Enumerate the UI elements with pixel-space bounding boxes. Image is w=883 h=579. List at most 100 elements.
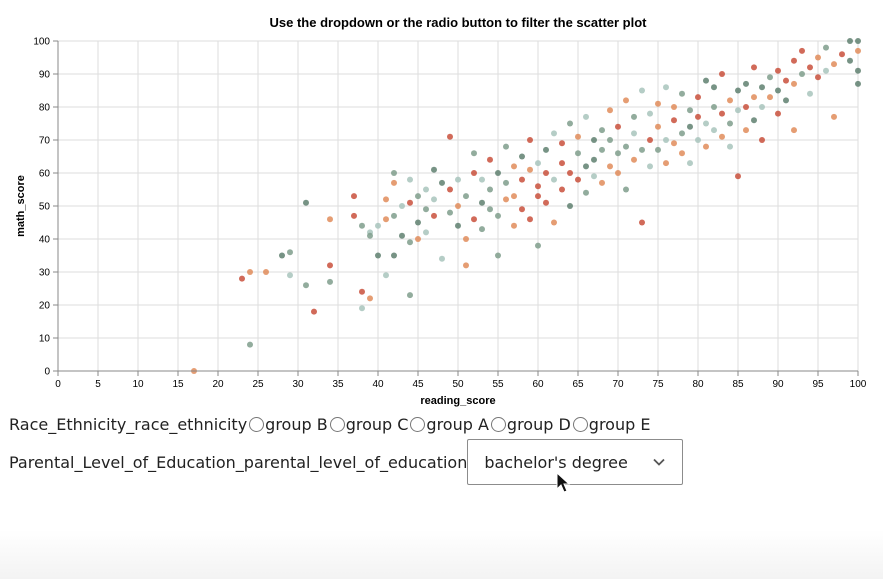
x-tick-label: 75: [652, 379, 664, 390]
scatter-point: [607, 163, 613, 170]
scatter-point: [799, 47, 805, 54]
y-axis-title: math_score: [15, 175, 27, 237]
scatter-point: [287, 249, 293, 256]
scatter-point: [743, 80, 749, 87]
scatter-point: [535, 183, 541, 190]
scatter-point: [583, 113, 589, 120]
scatter-point: [687, 160, 693, 167]
scatter-point: [487, 206, 493, 213]
scatter-point: [511, 163, 517, 170]
scatter-point: [375, 252, 381, 259]
scatter-point: [671, 117, 677, 124]
points-layer: [191, 38, 861, 374]
select-label: Parental_Level_of_Education_parental_lev…: [9, 452, 468, 472]
radio-option-group-e[interactable]: group E: [571, 415, 650, 434]
scatter-point: [847, 38, 853, 44]
scatter-point: [503, 196, 509, 203]
scatter-point: [519, 206, 525, 213]
scatter-point: [615, 123, 621, 130]
dropdown-value: bachelor's degree: [484, 452, 628, 472]
scatter-point: [791, 80, 797, 87]
scatter-point: [511, 193, 517, 200]
filter-controls: Race_Ethnicity_race_ethnicity group B gr…: [9, 411, 684, 485]
scatter-point: [647, 110, 653, 117]
y-tick-label: 30: [39, 268, 51, 279]
y-tick-label: 60: [39, 169, 51, 180]
scatter-point: [415, 236, 421, 242]
scatter-point: [455, 203, 461, 209]
scatter-point: [311, 308, 317, 315]
scatter-point: [743, 104, 749, 110]
scatter-point: [359, 305, 365, 312]
scatter-point: [463, 236, 469, 242]
scatter-point: [391, 212, 397, 219]
scatter-point: [439, 255, 445, 262]
scatter-point: [671, 140, 677, 147]
x-tick-label: 90: [772, 379, 784, 390]
scatter-point: [503, 179, 509, 186]
scatter-point: [631, 113, 637, 120]
scatter-point: [671, 104, 677, 110]
scatter-point: [727, 143, 733, 150]
scatter-point: [695, 113, 701, 120]
education-select-row: Parental_Level_of_Education_parental_lev…: [9, 439, 684, 485]
scatter-point: [695, 94, 701, 101]
scatter-point: [399, 232, 405, 239]
scatter-point: [447, 209, 453, 216]
y-tick-label: 100: [33, 37, 50, 48]
scatter-point: [791, 127, 797, 134]
scatter-point: [263, 269, 269, 275]
scatter-point: [751, 117, 757, 124]
x-tick-label: 20: [212, 379, 224, 390]
education-dropdown[interactable]: bachelor's degree: [467, 439, 684, 485]
scatter-point: [639, 219, 645, 226]
scatter-point: [391, 170, 397, 176]
x-tick-label: 40: [372, 379, 384, 390]
scatter-point: [727, 120, 733, 127]
x-axis-title: reading_score: [420, 395, 495, 407]
x-tick-label: 85: [732, 379, 744, 390]
scatter-point: [775, 110, 781, 117]
scatter-point: [759, 137, 765, 143]
scatter-point: [855, 38, 861, 44]
scatter-point: [471, 170, 477, 176]
y-tick-label: 80: [39, 103, 51, 114]
scatter-point: [367, 232, 373, 239]
x-tick-label: 15: [172, 379, 184, 390]
scatter-point: [599, 127, 605, 134]
radio-button[interactable]: [249, 416, 265, 432]
scatter-point: [599, 179, 605, 186]
radio-option-group-c[interactable]: group C: [328, 415, 408, 434]
scatter-point: [663, 160, 669, 167]
race-ethnicity-radio-group: Race_Ethnicity_race_ethnicity group B gr…: [9, 411, 683, 437]
radio-button[interactable]: [490, 416, 506, 432]
scatter-point: [543, 146, 549, 153]
radio-button[interactable]: [329, 416, 345, 432]
radio-option-group-d[interactable]: group D: [489, 415, 571, 434]
scatter-point: [479, 226, 485, 233]
scatter-point: [735, 107, 741, 114]
scatter-point: [303, 199, 309, 206]
y-tick-label: 0: [44, 367, 50, 378]
scatter-point: [415, 219, 421, 226]
scatter-point: [247, 341, 253, 348]
y-tick-label: 10: [39, 334, 51, 345]
scatter-point: [463, 193, 469, 200]
radio-option-group-b[interactable]: group B: [247, 415, 328, 434]
scatter-point: [615, 170, 621, 176]
scatter-point: [695, 137, 701, 143]
scatter-point: [527, 137, 533, 143]
scatter-point: [687, 107, 693, 114]
radio-option-label: group B: [265, 414, 328, 434]
scatter-point: [367, 295, 373, 302]
radio-button[interactable]: [410, 416, 426, 432]
scatter-point: [391, 252, 397, 259]
scatter-point: [495, 252, 501, 259]
radio-option-group-a[interactable]: group A: [408, 415, 489, 434]
radio-button[interactable]: [572, 416, 588, 432]
chart-title: Use the dropdown or the radio button to …: [270, 15, 648, 30]
scatter-point: [495, 170, 501, 176]
scatter-point: [815, 54, 821, 61]
scatter-point: [831, 113, 837, 120]
scatter-point: [639, 87, 645, 94]
